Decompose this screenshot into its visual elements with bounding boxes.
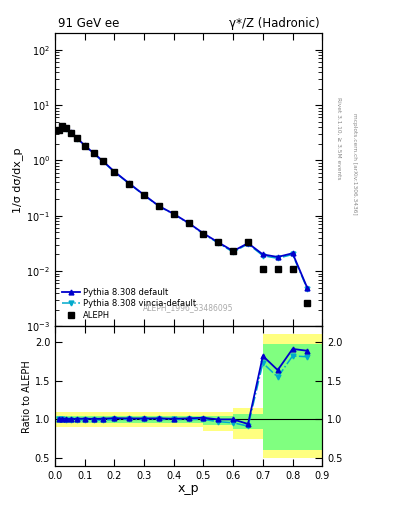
Pythia 8.308 vincia-default bbox=[261, 252, 265, 259]
Pythia 8.308 default bbox=[216, 239, 221, 245]
Pythia 8.308 vincia-default bbox=[156, 203, 161, 209]
Pythia 8.308 default bbox=[305, 285, 310, 291]
Pythia 8.308 vincia-default bbox=[216, 240, 221, 246]
Text: ALEPH_1996_S3486095: ALEPH_1996_S3486095 bbox=[143, 303, 234, 312]
ALEPH bbox=[305, 301, 310, 307]
Pythia 8.308 vincia-default bbox=[83, 143, 87, 149]
Pythia 8.308 default bbox=[69, 130, 74, 136]
ALEPH bbox=[112, 169, 117, 175]
Pythia 8.308 vincia-default bbox=[246, 241, 250, 247]
ALEPH bbox=[201, 231, 206, 237]
Pythia 8.308 vincia-default bbox=[290, 251, 295, 258]
Pythia 8.308 vincia-default bbox=[201, 231, 206, 237]
Y-axis label: 1/σ dσ/dx_p: 1/σ dσ/dx_p bbox=[13, 147, 24, 212]
Pythia 8.308 default bbox=[201, 230, 206, 237]
Pythia 8.308 vincia-default bbox=[100, 158, 105, 164]
ALEPH bbox=[275, 266, 280, 272]
Pythia 8.308 vincia-default bbox=[69, 130, 74, 136]
Line: ALEPH: ALEPH bbox=[55, 123, 310, 307]
Pythia 8.308 vincia-default bbox=[231, 249, 235, 255]
Pythia 8.308 default bbox=[83, 142, 87, 148]
Pythia 8.308 default bbox=[142, 192, 147, 198]
ALEPH bbox=[216, 239, 221, 245]
Pythia 8.308 default bbox=[171, 211, 176, 217]
ALEPH bbox=[75, 136, 80, 142]
Text: mcplots.cern.ch [arXiv:1306.3436]: mcplots.cern.ch [arXiv:1306.3436] bbox=[352, 113, 357, 215]
ALEPH bbox=[231, 248, 235, 254]
ALEPH bbox=[142, 192, 147, 198]
Pythia 8.308 default bbox=[60, 123, 65, 129]
Pythia 8.308 vincia-default bbox=[127, 181, 132, 187]
Y-axis label: Ratio to ALEPH: Ratio to ALEPH bbox=[22, 360, 32, 433]
X-axis label: x_p: x_p bbox=[178, 482, 199, 495]
Pythia 8.308 default bbox=[231, 248, 235, 254]
ALEPH bbox=[91, 150, 96, 156]
Pythia 8.308 vincia-default bbox=[91, 151, 96, 157]
Pythia 8.308 vincia-default bbox=[64, 125, 69, 132]
Text: 91 GeV ee: 91 GeV ee bbox=[58, 17, 119, 30]
Pythia 8.308 default bbox=[261, 251, 265, 258]
Pythia 8.308 default bbox=[64, 125, 69, 132]
Pythia 8.308 vincia-default bbox=[60, 123, 65, 129]
ALEPH bbox=[246, 239, 250, 245]
Pythia 8.308 default bbox=[156, 203, 161, 209]
ALEPH bbox=[100, 158, 105, 164]
ALEPH bbox=[261, 266, 265, 272]
Pythia 8.308 vincia-default bbox=[186, 220, 191, 226]
Legend: Pythia 8.308 default, Pythia 8.308 vincia-default, ALEPH: Pythia 8.308 default, Pythia 8.308 vinci… bbox=[59, 285, 199, 322]
ALEPH bbox=[290, 266, 295, 272]
ALEPH bbox=[56, 127, 61, 134]
ALEPH bbox=[83, 143, 87, 149]
ALEPH bbox=[186, 220, 191, 226]
Pythia 8.308 default bbox=[100, 158, 105, 164]
Text: γ*/Z (Hadronic): γ*/Z (Hadronic) bbox=[229, 17, 320, 30]
Pythia 8.308 default bbox=[127, 180, 132, 186]
Pythia 8.308 default bbox=[91, 150, 96, 156]
Pythia 8.308 vincia-default bbox=[275, 255, 280, 262]
Pythia 8.308 default bbox=[275, 254, 280, 260]
ALEPH bbox=[127, 181, 132, 187]
Pythia 8.308 default bbox=[112, 168, 117, 175]
Pythia 8.308 default bbox=[56, 127, 61, 133]
ALEPH bbox=[171, 211, 176, 217]
Pythia 8.308 vincia-default bbox=[305, 286, 310, 292]
ALEPH bbox=[69, 130, 74, 136]
ALEPH bbox=[64, 125, 69, 132]
ALEPH bbox=[156, 203, 161, 209]
Pythia 8.308 vincia-default bbox=[56, 127, 61, 134]
Pythia 8.308 vincia-default bbox=[142, 192, 147, 198]
Pythia 8.308 default bbox=[246, 240, 250, 246]
ALEPH bbox=[60, 123, 65, 129]
Line: Pythia 8.308 vincia-default: Pythia 8.308 vincia-default bbox=[56, 123, 310, 292]
Pythia 8.308 vincia-default bbox=[112, 169, 117, 175]
Pythia 8.308 default bbox=[186, 220, 191, 226]
Pythia 8.308 default bbox=[290, 250, 295, 257]
Pythia 8.308 default bbox=[75, 135, 80, 141]
Text: Rivet 3.1.10, ≥ 3.5M events: Rivet 3.1.10, ≥ 3.5M events bbox=[336, 97, 341, 180]
Pythia 8.308 vincia-default bbox=[75, 136, 80, 142]
Pythia 8.308 vincia-default bbox=[171, 211, 176, 217]
Line: Pythia 8.308 default: Pythia 8.308 default bbox=[56, 123, 310, 291]
